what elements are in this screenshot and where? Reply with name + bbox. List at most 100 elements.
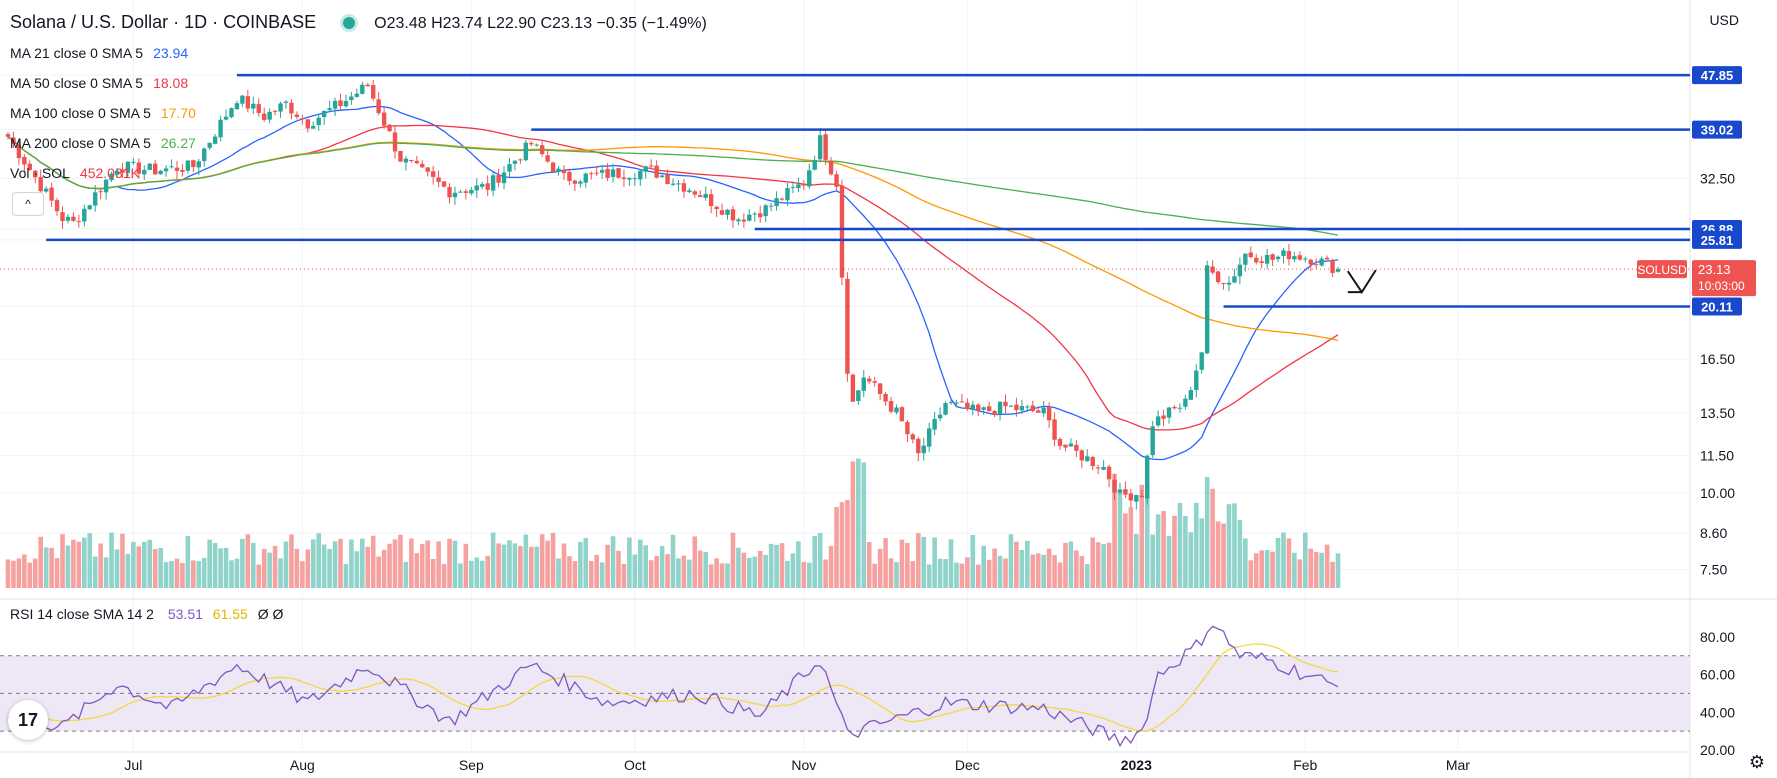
candle — [223, 109, 229, 121]
candle — [93, 185, 98, 212]
volume-bar — [1106, 542, 1112, 588]
volume-bar — [250, 542, 256, 588]
indicator-label: MA 200 close 0 SMA 5 — [10, 135, 151, 151]
candle — [1019, 399, 1025, 415]
volume-bar — [114, 549, 120, 588]
candle — [981, 406, 986, 415]
candle — [828, 157, 834, 176]
indicator-ma200[interactable]: MA 200 close 0 SMA 5 26.27 — [10, 135, 196, 151]
candle — [11, 131, 16, 148]
volume-bar — [98, 543, 103, 588]
volume-bar — [447, 538, 452, 588]
volume-bar — [1144, 483, 1150, 588]
candle-body — [670, 183, 676, 185]
candle — [779, 197, 785, 201]
volume-bar — [1183, 515, 1188, 588]
volume-bar — [959, 563, 965, 588]
candle-body — [921, 445, 926, 454]
candle — [1194, 364, 1199, 398]
gear-icon[interactable]: ⚙ — [1748, 752, 1765, 772]
volume-bar — [643, 545, 649, 588]
candle — [1145, 454, 1150, 505]
candle — [360, 81, 365, 95]
candle-body — [496, 175, 501, 183]
volume-bar — [398, 534, 403, 588]
ma200-line — [7, 136, 1339, 236]
candle-body — [817, 135, 823, 160]
candle-body — [1052, 419, 1057, 440]
candle — [1254, 253, 1259, 265]
candle-body — [932, 418, 937, 430]
candle-body — [300, 118, 305, 120]
volume-bar — [1177, 503, 1183, 588]
volume-bar — [828, 546, 834, 588]
candle — [1330, 258, 1335, 278]
candle — [261, 107, 267, 122]
volume-bar — [883, 538, 888, 588]
candle-body — [98, 191, 103, 193]
candle — [1303, 256, 1308, 263]
volume-bar — [174, 558, 180, 588]
volume-bar — [856, 458, 861, 588]
candle-body — [1090, 457, 1095, 467]
volume-bar — [1313, 551, 1319, 588]
candle — [392, 126, 398, 159]
candle — [1134, 494, 1139, 510]
volume-bar — [1253, 553, 1259, 588]
volume-bar — [730, 532, 736, 588]
level-label-text: 39.02 — [1701, 123, 1734, 138]
volume-bar — [479, 560, 485, 588]
indicator-value: 18.08 — [153, 75, 189, 91]
volume-bar — [627, 537, 632, 588]
candle-body — [278, 103, 283, 112]
volume-bar — [1302, 532, 1308, 588]
candle — [1270, 253, 1275, 267]
price-tick-label: 8.60 — [1700, 525, 1727, 541]
volume-bar — [888, 558, 894, 588]
currency-selector[interactable]: USD — [1709, 12, 1739, 28]
candle-body — [986, 406, 992, 412]
volume-bar — [1041, 554, 1046, 588]
candle — [425, 167, 430, 177]
symbol-title[interactable]: Solana / U.S. Dollar · 1D · COINBASE — [10, 12, 317, 32]
candle — [82, 204, 87, 227]
candle-body — [632, 178, 638, 180]
candle-body — [948, 401, 954, 403]
candle-body — [599, 169, 605, 173]
candle-body — [1134, 494, 1139, 502]
candle-body — [272, 110, 278, 112]
candle — [267, 108, 272, 124]
volume-bar — [1221, 523, 1226, 588]
candle-body — [894, 407, 899, 413]
indicator-volume[interactable]: Vol · SOL 452.031K — [10, 165, 140, 181]
candle — [948, 400, 954, 405]
indicator-ma100[interactable]: MA 100 close 0 SMA 5 17.70 — [10, 105, 196, 121]
volume-bar — [823, 559, 828, 588]
volume-bar — [954, 562, 959, 588]
volume-bar — [180, 562, 185, 588]
tradingview-logo-icon[interactable]: 17 — [8, 700, 48, 740]
time-tick-label: Aug — [290, 757, 315, 773]
candle — [316, 114, 321, 131]
indicator-value: 17.70 — [160, 105, 196, 121]
candle — [529, 141, 534, 147]
volume-bar — [768, 543, 774, 588]
indicator-ma21[interactable]: MA 21 close 0 SMA 5 23.94 — [10, 45, 188, 61]
candle — [496, 168, 501, 188]
volume-bar — [1101, 544, 1106, 588]
level-label-text: 20.11 — [1701, 299, 1733, 314]
candle — [33, 169, 38, 184]
price-tick-label: 7.50 — [1700, 562, 1727, 578]
candle — [599, 165, 605, 179]
volume-bar — [278, 558, 283, 588]
candle-body — [616, 168, 621, 178]
rsi-legend[interactable]: RSI 14 close SMA 14 2 53.51 61.55 Ø Ø — [10, 606, 283, 622]
candle — [861, 370, 866, 397]
candle-body — [1008, 405, 1014, 407]
indicator-ma50[interactable]: MA 50 close 0 SMA 5 18.08 — [10, 75, 188, 91]
rsi-tick-label: 60.00 — [1700, 667, 1735, 683]
candle — [131, 157, 136, 166]
volume-bar — [1270, 551, 1275, 588]
collapse-legend-button[interactable]: ^ — [12, 192, 44, 216]
